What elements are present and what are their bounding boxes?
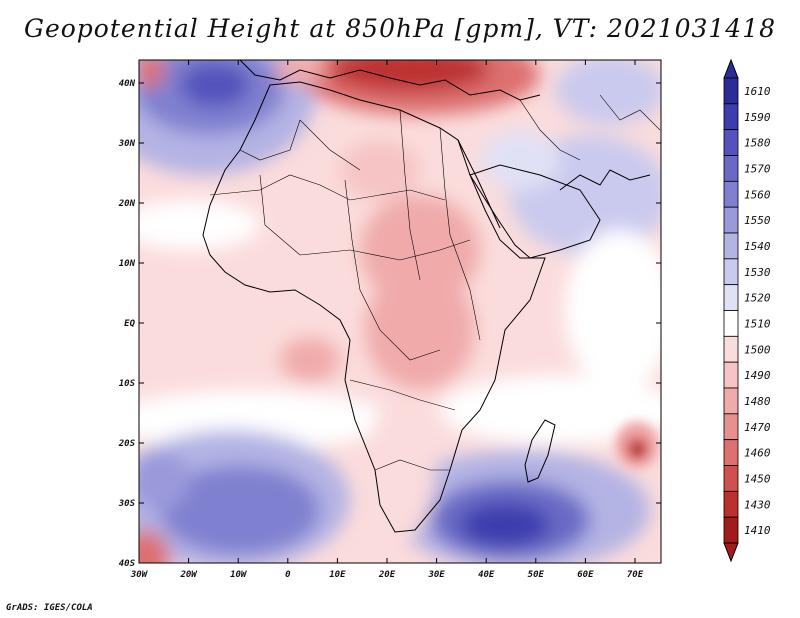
credit-text: GrADS: IGES/COLA xyxy=(6,603,93,613)
colorbar-label: 1590 xyxy=(744,111,771,124)
colorbar-swatch xyxy=(723,284,739,311)
colorbar-label: 1490 xyxy=(744,369,771,382)
colorbar-swatch xyxy=(723,490,739,518)
colorbar-swatch xyxy=(723,103,739,131)
lat-label: 30N xyxy=(118,139,136,149)
colorbar-label: 1520 xyxy=(744,292,771,305)
lon-label: 30E xyxy=(427,570,445,580)
lon-label: 60E xyxy=(577,570,594,580)
colorbar xyxy=(723,58,739,563)
colorbar-swatch xyxy=(723,335,739,363)
lat-label: EQ xyxy=(124,319,135,329)
map-plot: 30W 20W 10W 0 10E 20E 30E 40E 50E 60E 70E 40N 30N 20… xyxy=(118,58,771,580)
map-title: Geopotential Height at 850hPa [gpm], VT:… xyxy=(23,14,777,43)
colorbar-label: 1530 xyxy=(744,266,771,279)
europe-coast xyxy=(239,60,541,101)
country-borders xyxy=(209,94,661,471)
colorbar-label: 1410 xyxy=(744,524,771,537)
lon-label: 10W xyxy=(230,570,248,580)
colorbar-swatch xyxy=(723,155,739,182)
colorbar-swatch xyxy=(723,206,739,234)
colorbar-label: 1610 xyxy=(744,85,771,98)
colorbar-label: 1480 xyxy=(744,395,771,408)
lon-label: 40E xyxy=(478,570,495,580)
colorbar-bottom-arrow xyxy=(723,542,739,563)
lat-label: 20S xyxy=(118,439,136,449)
lon-label: 70E xyxy=(627,570,644,580)
colorbar-label: 1570 xyxy=(744,162,771,175)
colorbar-label: 1580 xyxy=(744,137,771,150)
lat-label: 30S xyxy=(118,499,136,509)
colorbar-label: 1540 xyxy=(744,240,771,253)
lon-label: 10E xyxy=(329,570,346,580)
colorbar-swatch xyxy=(723,361,739,389)
lat-label: 20N xyxy=(118,199,136,209)
map-frame xyxy=(138,59,662,564)
lat-label: 40S xyxy=(119,559,136,569)
colorbar-labels: 1610 1590 1580 1570 1560 1550 1540 1530 1520 1510… xyxy=(744,85,771,537)
colorbar-swatch xyxy=(723,258,739,286)
colorbar-swatch xyxy=(723,180,739,208)
colorbar-label: 1470 xyxy=(744,421,771,434)
colorbar-label: 1430 xyxy=(744,498,771,511)
colorbar-label: 1560 xyxy=(744,188,771,201)
lon-label: 20E xyxy=(378,570,396,580)
colorbar-swatch xyxy=(723,129,739,156)
axis-ticks xyxy=(138,60,661,564)
lon-label: 50E xyxy=(528,570,545,580)
colorbar-top-arrow xyxy=(723,58,739,79)
lon-label: 20W xyxy=(179,570,198,580)
coastlines xyxy=(202,60,651,533)
colorbar-swatch xyxy=(723,516,739,544)
colorbar-label: 1500 xyxy=(744,343,771,356)
lat-label: 10S xyxy=(119,379,136,389)
colorbar-label: 1450 xyxy=(744,472,771,485)
colorbar-swatch xyxy=(723,232,739,260)
africa-coastline xyxy=(202,81,546,533)
arabian-peninsula xyxy=(469,164,601,259)
colorbar-swatch xyxy=(723,465,739,492)
lat-label: 40N xyxy=(119,79,136,89)
height-field xyxy=(139,60,661,563)
colorbar-swatch xyxy=(723,77,739,105)
madagascar xyxy=(524,419,556,483)
persian-gulf xyxy=(559,169,651,191)
colorbar-swatch xyxy=(723,310,739,337)
lon-axis-labels: 30W 20W 10W 0 10E 20E 30E 40E 50E 60E 70E xyxy=(130,570,644,580)
red-sea xyxy=(457,139,501,229)
colorbar-swatch xyxy=(723,413,739,441)
lon-label: 0 xyxy=(285,570,291,580)
colorbar-label: 1460 xyxy=(744,447,771,460)
colorbar-swatch xyxy=(723,439,739,466)
colorbar-swatch xyxy=(723,387,739,415)
lat-label: 10N xyxy=(119,259,136,269)
colorbar-label: 1550 xyxy=(744,214,771,227)
lon-label: 30W xyxy=(130,570,149,580)
colorbar-label: 1510 xyxy=(744,317,771,330)
lat-axis-labels: 40N 30N 20N 10N EQ 10S 20S 30S 40S xyxy=(118,79,136,569)
